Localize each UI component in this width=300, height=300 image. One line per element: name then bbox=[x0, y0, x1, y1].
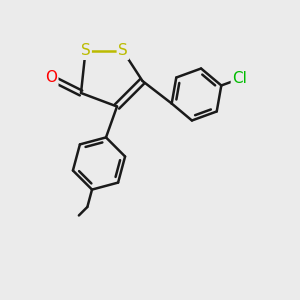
Text: S: S bbox=[118, 44, 128, 59]
Text: S: S bbox=[81, 44, 90, 59]
Text: O: O bbox=[45, 70, 57, 86]
Text: Cl: Cl bbox=[232, 71, 247, 86]
